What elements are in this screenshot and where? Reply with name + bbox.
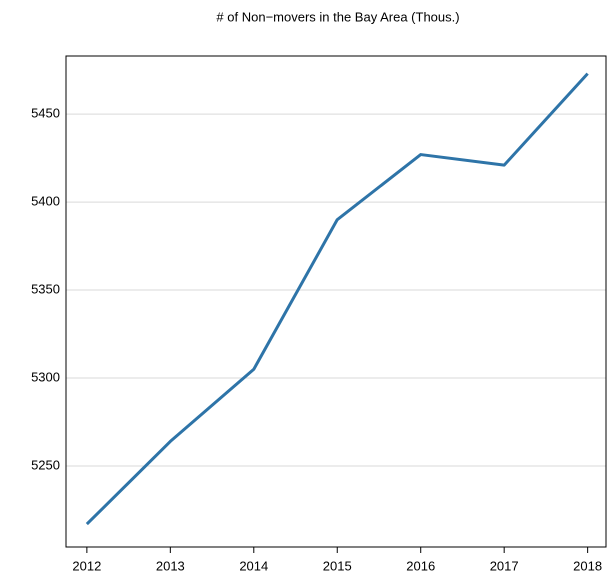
y-tick-label: 5350 [31,281,60,296]
chart-title: # of Non−movers in the Bay Area (Thous.) [216,9,459,24]
x-tick-label: 2018 [573,558,602,573]
y-tick-label: 5250 [31,457,60,472]
y-tick-label: 5400 [31,194,60,209]
y-tick-label: 5450 [31,106,60,121]
x-tick-label: 2013 [156,558,185,573]
x-tick-label: 2015 [323,558,352,573]
plot-frame [65,55,607,548]
y-tick-label: 5300 [31,369,60,384]
x-tick-label: 2012 [72,558,101,573]
x-tick-label: 2016 [406,558,435,573]
x-tick-label: 2017 [490,558,519,573]
data-line [85,72,589,526]
x-tick-label: 2014 [239,558,268,573]
